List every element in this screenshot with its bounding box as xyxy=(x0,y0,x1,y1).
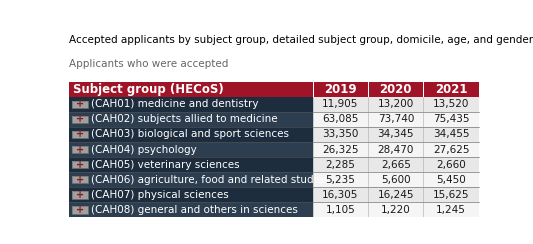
Bar xyxy=(424,112,479,127)
Bar xyxy=(368,112,424,127)
Bar xyxy=(313,172,368,187)
Bar xyxy=(313,142,368,157)
Bar xyxy=(313,202,368,217)
Bar xyxy=(69,157,313,172)
Text: 28,470: 28,470 xyxy=(377,144,414,154)
Bar xyxy=(368,97,424,112)
Bar xyxy=(368,157,424,172)
Bar xyxy=(313,112,368,127)
Text: 63,085: 63,085 xyxy=(322,114,359,124)
Text: 13,200: 13,200 xyxy=(378,100,414,109)
Bar xyxy=(69,97,313,112)
Bar xyxy=(368,172,424,187)
Bar xyxy=(69,82,313,97)
Bar xyxy=(368,82,424,97)
Text: 15,625: 15,625 xyxy=(433,190,470,200)
Text: +: + xyxy=(76,175,84,184)
Bar xyxy=(71,161,88,168)
Text: +: + xyxy=(76,190,84,200)
Text: +: + xyxy=(76,130,84,140)
Bar xyxy=(71,116,88,123)
Text: 2,665: 2,665 xyxy=(381,160,411,170)
Bar xyxy=(69,202,313,217)
Text: 5,235: 5,235 xyxy=(326,175,356,184)
Text: (CAH01) medicine and dentistry: (CAH01) medicine and dentistry xyxy=(92,100,259,109)
Bar xyxy=(69,187,313,202)
Text: +: + xyxy=(76,114,84,124)
Bar xyxy=(71,131,88,138)
Bar xyxy=(368,187,424,202)
Text: 13,520: 13,520 xyxy=(433,100,470,109)
Bar xyxy=(71,101,88,108)
Text: 75,435: 75,435 xyxy=(433,114,470,124)
Bar xyxy=(424,142,479,157)
Text: +: + xyxy=(76,144,84,154)
Text: 11,905: 11,905 xyxy=(322,100,359,109)
Bar xyxy=(71,101,88,108)
Text: Accepted applicants by subject group, detailed subject group, domicile, age, and: Accepted applicants by subject group, de… xyxy=(69,35,533,45)
Bar xyxy=(71,176,88,183)
Bar xyxy=(69,142,313,157)
Text: 26,325: 26,325 xyxy=(322,144,359,154)
Text: 2,660: 2,660 xyxy=(437,160,466,170)
Bar xyxy=(424,202,479,217)
Bar xyxy=(313,157,368,172)
Bar xyxy=(71,191,88,199)
Text: 2019: 2019 xyxy=(324,83,357,96)
Bar xyxy=(313,127,368,142)
Bar xyxy=(424,97,479,112)
Bar xyxy=(424,172,479,187)
Text: +: + xyxy=(76,160,84,170)
Text: (CAH05) veterinary sciences: (CAH05) veterinary sciences xyxy=(92,160,240,170)
Text: (CAH03) biological and sport sciences: (CAH03) biological and sport sciences xyxy=(92,130,289,140)
Text: 2,285: 2,285 xyxy=(326,160,356,170)
Text: (CAH07) physical sciences: (CAH07) physical sciences xyxy=(92,190,229,200)
Bar xyxy=(424,157,479,172)
Text: Applicants who were accepted: Applicants who were accepted xyxy=(69,59,228,69)
Bar xyxy=(71,131,88,138)
Bar xyxy=(71,161,88,168)
Bar xyxy=(71,116,88,123)
Bar xyxy=(71,176,88,183)
Bar xyxy=(71,191,88,199)
Bar xyxy=(368,82,369,97)
Text: 2020: 2020 xyxy=(379,83,412,96)
Bar xyxy=(313,82,368,97)
Bar xyxy=(424,127,479,142)
Text: 16,305: 16,305 xyxy=(322,190,359,200)
Text: +: + xyxy=(76,100,84,109)
Bar xyxy=(313,97,368,112)
Text: 5,600: 5,600 xyxy=(381,175,410,184)
Text: (CAH02) subjects allied to medicine: (CAH02) subjects allied to medicine xyxy=(92,114,278,124)
Bar xyxy=(424,187,479,202)
Text: Subject group (HECoS): Subject group (HECoS) xyxy=(73,83,223,96)
Bar xyxy=(424,82,479,97)
Text: 1,245: 1,245 xyxy=(436,205,466,215)
Text: (CAH08) general and others in sciences: (CAH08) general and others in sciences xyxy=(92,205,298,215)
Text: (CAH04) psychology: (CAH04) psychology xyxy=(92,144,197,154)
Bar xyxy=(71,206,88,214)
Bar xyxy=(368,142,424,157)
Bar xyxy=(71,146,88,153)
Text: 2021: 2021 xyxy=(435,83,467,96)
Text: 33,350: 33,350 xyxy=(322,130,359,140)
Text: (CAH06) agriculture, food and related studies: (CAH06) agriculture, food and related st… xyxy=(92,175,329,184)
Bar xyxy=(69,172,313,187)
Text: 16,245: 16,245 xyxy=(377,190,414,200)
Text: 1,220: 1,220 xyxy=(381,205,411,215)
Text: 34,345: 34,345 xyxy=(377,130,414,140)
Text: 27,625: 27,625 xyxy=(433,144,470,154)
Text: 34,455: 34,455 xyxy=(433,130,470,140)
Text: 73,740: 73,740 xyxy=(377,114,414,124)
Bar xyxy=(69,127,313,142)
Bar xyxy=(71,146,88,153)
Text: 5,450: 5,450 xyxy=(437,175,466,184)
Bar xyxy=(313,187,368,202)
Bar xyxy=(69,112,313,127)
Bar xyxy=(71,206,88,214)
Bar xyxy=(368,127,424,142)
Text: +: + xyxy=(76,205,84,215)
Bar xyxy=(368,202,424,217)
Text: 1,105: 1,105 xyxy=(326,205,356,215)
